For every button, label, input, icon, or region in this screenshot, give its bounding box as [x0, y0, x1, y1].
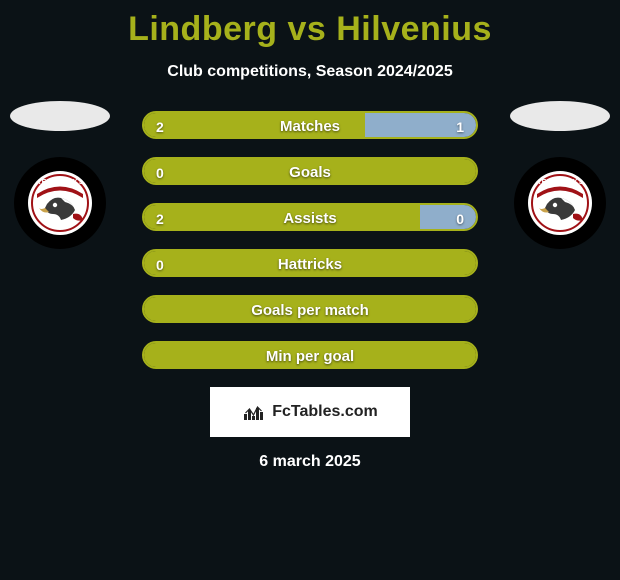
- stat-row: Assists2 0: [142, 203, 478, 231]
- player-right-team-logo: REDHAWKS: [528, 171, 592, 235]
- player-left-name: Lindberg: [128, 10, 277, 48]
- subtitle: Club competitions, Season 2024/2025: [0, 63, 620, 81]
- player-left-silhouette: REDHAWKS: [10, 101, 110, 261]
- player-right-silhouette: REDHAWKS: [510, 101, 610, 261]
- stat-row: Matches2 1: [142, 111, 478, 139]
- stat-label: Goals: [144, 159, 476, 183]
- bar-chart-icon: [242, 402, 266, 422]
- comparison-card: Lindberg vs Hilvenius Club competitions,…: [0, 0, 620, 580]
- stat-value-right: 1: [456, 113, 464, 137]
- silhouette-head: [510, 101, 610, 131]
- team-logo-banner: REDHAWKS: [35, 179, 85, 186]
- stat-value-right: 0: [456, 205, 464, 229]
- stat-row: Goals0: [142, 157, 478, 185]
- stat-label: Assists: [144, 205, 476, 229]
- stat-row: Hattricks0: [142, 249, 478, 277]
- stat-label: Matches: [144, 113, 476, 137]
- stat-label: Goals per match: [144, 297, 476, 321]
- stat-row: Goals per match: [142, 295, 478, 323]
- silhouette-head: [10, 101, 110, 131]
- stat-label: Hattricks: [144, 251, 476, 275]
- watermark: FcTables.com: [210, 387, 410, 437]
- team-logo-inner: REDHAWKS: [31, 174, 89, 232]
- comparison-area: REDHAWKS REDHAWKS: [0, 111, 620, 369]
- stat-value-left: 0: [156, 251, 164, 275]
- player-right-name: Hilvenius: [336, 10, 492, 48]
- stat-value-left: 2: [156, 113, 164, 137]
- date: 6 march 2025: [0, 453, 620, 471]
- stat-bars: Matches21Goals0Assists20Hattricks0Goals …: [142, 111, 478, 369]
- title-vs: vs: [287, 10, 326, 48]
- stat-row: Min per goal: [142, 341, 478, 369]
- stat-value-left: 2: [156, 205, 164, 229]
- page-title: Lindberg vs Hilvenius: [0, 0, 620, 49]
- player-left-team-logo: REDHAWKS: [28, 171, 92, 235]
- team-logo-inner: REDHAWKS: [531, 174, 589, 232]
- watermark-text: FcTables.com: [272, 403, 378, 421]
- stat-value-left: 0: [156, 159, 164, 183]
- team-logo-banner: REDHAWKS: [535, 179, 585, 186]
- stat-label: Min per goal: [144, 343, 476, 367]
